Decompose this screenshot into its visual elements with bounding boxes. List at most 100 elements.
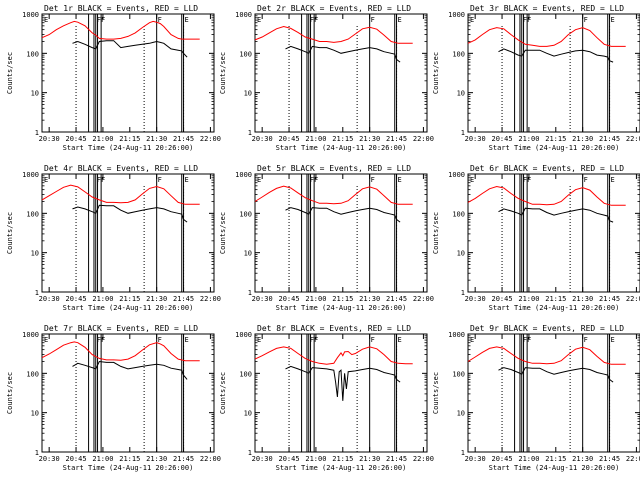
event-marker-label: E <box>398 176 402 184</box>
event-marker-label: F <box>158 336 162 344</box>
y-tick-label: 1 <box>461 129 465 137</box>
panel-det-7r: Det 7r BLACK = Events, RED = LLD Counts/s… <box>6 324 221 472</box>
plot-frame <box>467 333 640 453</box>
x-tick-label: 21:30 <box>146 455 167 463</box>
y-tick-label: 100 <box>26 370 39 378</box>
x-tick-label: 20:45 <box>279 295 300 303</box>
plot-frame <box>41 333 215 453</box>
x-tick-label: 20:45 <box>66 295 87 303</box>
y-axis-label: Counts/sec <box>432 372 440 414</box>
y-tick-label: 1 <box>248 289 252 297</box>
x-tick-label: 21:00 <box>92 295 113 303</box>
y-tick-label: 10 <box>244 410 252 418</box>
y-tick-label: 1 <box>35 289 39 297</box>
x-axis-label: Start Time (24-Aug-11 20:26:00) <box>276 464 407 472</box>
x-axis-label: Start Time (24-Aug-11 20:26:00) <box>63 304 194 312</box>
x-tick-label: 21:15 <box>119 135 140 143</box>
event-marker-label: E <box>398 16 402 24</box>
panel-title: Det 6r BLACK = Events, RED = LLD <box>470 164 624 173</box>
y-axis-label: Counts/sec <box>6 212 14 254</box>
event-marker-label: E <box>257 176 261 184</box>
lld-series-line <box>254 25 413 44</box>
x-tick-label: 20:30 <box>465 455 486 463</box>
x-tick-label: 20:30 <box>465 135 486 143</box>
plot-frame <box>41 13 215 133</box>
event-marker-label: F <box>584 176 588 184</box>
event-marker-label: FF <box>97 176 105 184</box>
lld-series-line <box>467 185 626 206</box>
panel-det-3r: Det 3r BLACK = Events, RED = LLD Counts/s… <box>432 4 640 152</box>
x-axis-label: Start Time (24-Aug-11 20:26:00) <box>63 464 194 472</box>
panel-det-8r: Det 8r BLACK = Events, RED = LLD Counts/s… <box>219 324 434 472</box>
event-marker-label: E <box>611 336 615 344</box>
x-tick-label: 21:15 <box>545 455 566 463</box>
y-tick-label: 1000 <box>235 331 252 339</box>
event-marker-label: FF <box>310 16 318 24</box>
events-series-line <box>498 48 614 63</box>
x-tick-label: 21:45 <box>599 295 620 303</box>
event-marker-label: E <box>257 336 261 344</box>
y-axis-label: Counts/sec <box>219 212 227 254</box>
y-tick-label: 1 <box>248 449 252 457</box>
x-axis-label: Start Time (24-Aug-11 20:26:00) <box>489 144 620 152</box>
y-axis-label: Counts/sec <box>6 52 14 94</box>
x-tick-label: 21:15 <box>332 135 353 143</box>
y-tick-label: 1000 <box>448 11 465 19</box>
x-tick-label: 21:30 <box>146 135 167 143</box>
event-marker-label: E <box>398 336 402 344</box>
event-marker-label: E <box>185 336 189 344</box>
panel-det-2r: Det 2r BLACK = Events, RED = LLD Counts/s… <box>219 4 434 152</box>
x-tick-label: 21:00 <box>92 455 113 463</box>
lld-series-line <box>41 20 200 40</box>
x-tick-label: 20:45 <box>66 455 87 463</box>
event-marker-label: E <box>470 176 474 184</box>
event-marker-label: FF <box>97 16 105 24</box>
x-tick-label: 20:30 <box>252 135 273 143</box>
event-marker-label: F <box>371 336 375 344</box>
panel-title: Det 2r BLACK = Events, RED = LLD <box>257 4 411 13</box>
x-tick-label: 22:00 <box>626 455 640 463</box>
y-tick-label: 100 <box>239 370 252 378</box>
event-marker-label: E <box>44 336 48 344</box>
x-tick-label: 22:00 <box>626 135 640 143</box>
events-series-line <box>72 204 188 223</box>
x-tick-label: 21:15 <box>119 295 140 303</box>
event-marker-label: F <box>584 336 588 344</box>
y-tick-label: 10 <box>244 250 252 258</box>
event-marker-label: FF <box>523 336 531 344</box>
y-tick-label: 10 <box>244 90 252 98</box>
x-tick-label: 20:30 <box>39 295 60 303</box>
y-tick-label: 1 <box>461 289 465 297</box>
x-tick-label: 21:30 <box>572 455 593 463</box>
y-tick-label: 100 <box>452 210 465 218</box>
panel-det-9r: Det 9r BLACK = Events, RED = LLD Counts/s… <box>432 324 640 472</box>
x-axis-label: Start Time (24-Aug-11 20:26:00) <box>276 304 407 312</box>
y-tick-label: 1000 <box>22 11 39 19</box>
x-tick-label: 21:00 <box>305 455 326 463</box>
plot-frame <box>41 173 215 293</box>
x-tick-label: 21:30 <box>359 455 380 463</box>
event-marker-label: E <box>470 336 474 344</box>
lld-series-line <box>467 346 626 365</box>
y-tick-label: 1 <box>461 449 465 457</box>
lld-series-line <box>41 184 200 205</box>
lld-series-line <box>41 341 200 362</box>
x-tick-label: 21:15 <box>545 135 566 143</box>
y-tick-label: 100 <box>26 210 39 218</box>
x-tick-label: 21:30 <box>572 295 593 303</box>
y-tick-label: 100 <box>452 370 465 378</box>
y-axis-label: Counts/sec <box>432 52 440 94</box>
events-series-line <box>285 207 401 223</box>
event-marker-label: E <box>185 16 189 24</box>
events-series-line <box>72 40 188 58</box>
event-marker-label: F <box>371 176 375 184</box>
y-tick-label: 1000 <box>22 331 39 339</box>
panel-title: Det 5r BLACK = Events, RED = LLD <box>257 164 411 173</box>
panel-title: Det 7r BLACK = Events, RED = LLD <box>44 324 198 333</box>
x-tick-label: 20:45 <box>66 135 87 143</box>
x-tick-label: 22:00 <box>413 295 434 303</box>
panel-title: Det 4r BLACK = Events, RED = LLD <box>44 164 198 173</box>
x-tick-label: 20:30 <box>465 295 486 303</box>
panel-title: Det 3r BLACK = Events, RED = LLD <box>470 4 624 13</box>
